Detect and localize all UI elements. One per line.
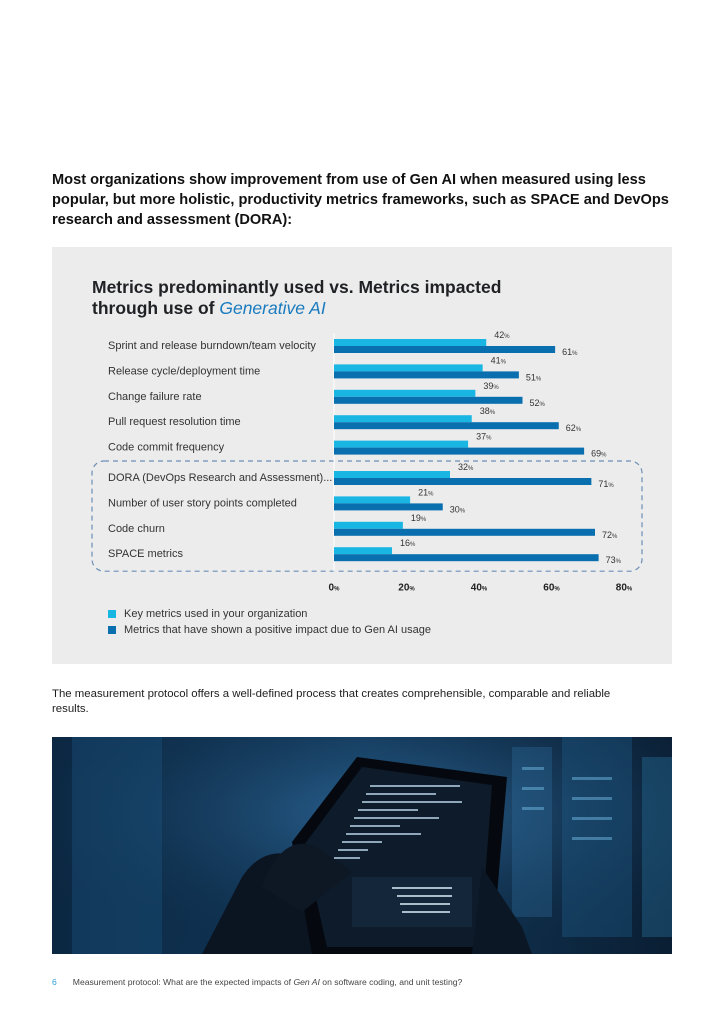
data-label-suffix: % — [540, 402, 546, 408]
bar-chart: Sprint and release burndown/team velocit… — [91, 330, 643, 594]
bar-key-metric — [334, 440, 469, 448]
legend-label-key: Key metrics used in your organization — [124, 608, 308, 620]
data-label: 38% — [480, 406, 496, 416]
bar-impact-metric — [334, 447, 585, 455]
x-tick-suffix: % — [627, 587, 633, 593]
data-label-suffix: % — [493, 385, 499, 391]
x-tick-label: 80% — [616, 583, 633, 594]
legend-label-impact: Metrics that have shown a positive impac… — [124, 624, 431, 636]
legend-swatch-impact — [108, 626, 116, 634]
x-tick-label: 20% — [398, 583, 415, 594]
data-label: 37% — [476, 432, 492, 442]
data-label: 30% — [450, 504, 466, 514]
data-label-suffix: % — [536, 376, 542, 382]
data-label-suffix: % — [501, 359, 507, 365]
x-tick-suffix: % — [334, 587, 340, 593]
data-label-suffix: % — [410, 542, 416, 548]
bar-impact-metric — [334, 396, 523, 404]
bar-impact-metric — [334, 422, 559, 430]
data-label-suffix: % — [576, 427, 582, 433]
bar-impact-metric — [334, 371, 519, 379]
data-label-suffix: % — [616, 559, 622, 565]
category-label: Release cycle/deployment time — [108, 365, 260, 377]
highlight-box — [91, 460, 643, 572]
footer-text-after: on software coding, and unit testing? — [322, 977, 463, 987]
bar-key-metric — [334, 415, 472, 423]
bar-impact-metric — [334, 554, 599, 562]
x-tick-suffix: % — [409, 587, 415, 593]
x-tick-label: 40% — [471, 583, 488, 594]
data-label-suffix: % — [608, 483, 614, 489]
chart-title-main: Metrics predominantly used vs. Metrics i… — [92, 277, 502, 318]
page-number: 6 — [52, 977, 57, 987]
data-label-suffix: % — [421, 517, 427, 523]
data-label: 73% — [606, 555, 622, 565]
x-tick-label: 0% — [329, 583, 341, 594]
bar-impact-metric — [334, 528, 595, 536]
data-label-suffix: % — [572, 351, 578, 357]
data-label-suffix: % — [428, 491, 434, 497]
chart-legend: Key metrics used in your organization Me… — [108, 606, 431, 638]
data-label: 42% — [494, 330, 510, 340]
bar-impact-metric — [334, 478, 592, 485]
chart-title: Metrics predominantly used vs. Metrics i… — [92, 277, 572, 319]
legend-item-impact: Metrics that have shown a positive impac… — [108, 622, 431, 638]
bar-key-metric — [334, 339, 487, 346]
tablet-code-photo — [52, 737, 672, 954]
bar-impact-metric — [334, 503, 443, 511]
data-label-suffix: % — [460, 508, 466, 514]
footer-text-italic: Gen AI — [293, 977, 320, 987]
data-label-suffix: % — [601, 453, 607, 459]
category-label: SPACE metrics — [108, 548, 183, 560]
body-paragraph: The measurement protocol offers a well-d… — [52, 688, 611, 715]
category-label: Code churn — [108, 523, 165, 535]
data-label: 52% — [530, 398, 546, 408]
category-label: Code commit frequency — [108, 442, 225, 454]
x-tick-suffix: % — [482, 587, 488, 593]
data-label-suffix: % — [490, 410, 496, 416]
chart-panel: Metrics predominantly used vs. Metrics i… — [52, 247, 672, 664]
data-label: 51% — [526, 372, 542, 382]
data-label: 21% — [418, 487, 434, 497]
data-label: 69% — [591, 449, 607, 459]
data-label: 41% — [491, 355, 507, 365]
data-label-suffix: % — [612, 534, 618, 540]
data-label: 39% — [483, 381, 499, 391]
category-label: Pull request resolution time — [108, 416, 241, 428]
category-label: Number of user story points completed — [108, 497, 297, 509]
bar-key-metric — [334, 364, 483, 372]
bar-key-metric — [334, 547, 392, 555]
data-label: 62% — [566, 423, 582, 433]
legend-item-key: Key metrics used in your organization — [108, 606, 431, 622]
bar-impact-metric — [334, 346, 556, 353]
x-tick-suffix: % — [554, 587, 560, 593]
category-label: Sprint and release burndown/team velocit… — [108, 340, 316, 352]
data-label-suffix: % — [468, 466, 474, 472]
bar-key-metric — [334, 471, 450, 478]
bar-key-metric — [334, 521, 403, 529]
chart-title-accent: Generative AI — [219, 298, 326, 318]
page-footer: 6 Measurement protocol: What are the exp… — [52, 977, 462, 987]
legend-swatch-key — [108, 610, 116, 618]
data-label-suffix: % — [504, 334, 510, 340]
bar-key-metric — [334, 389, 476, 397]
data-label: 16% — [400, 538, 416, 548]
x-tick-label: 60% — [543, 583, 560, 594]
data-label: 72% — [602, 530, 618, 540]
data-label: 32% — [458, 462, 474, 472]
data-label-suffix: % — [486, 436, 492, 442]
category-label: DORA (DevOps Research and Assessment)... — [108, 472, 332, 484]
photo-illustration — [52, 737, 672, 954]
data-label: 19% — [411, 513, 427, 523]
category-label: Change failure rate — [108, 391, 202, 403]
data-label: 61% — [562, 347, 578, 357]
bar-key-metric — [334, 496, 411, 504]
footer-text: Measurement protocol: What are the expec… — [73, 977, 463, 987]
footer-text-before: Measurement protocol: What are the expec… — [72, 977, 292, 987]
data-label: 71% — [598, 479, 614, 489]
intro-text: Most organizations show improvement from… — [52, 172, 669, 228]
